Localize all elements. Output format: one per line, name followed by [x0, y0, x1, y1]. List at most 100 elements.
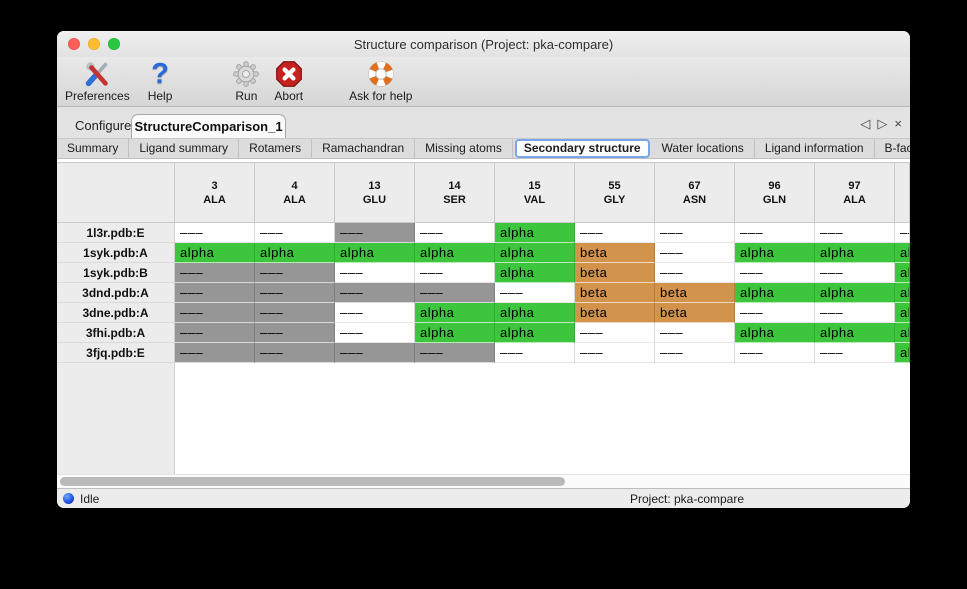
table-cell[interactable]: –––: [655, 243, 735, 263]
table-cell[interactable]: –––: [415, 283, 495, 303]
table-cell[interactable]: –––: [815, 303, 895, 323]
table-cell[interactable]: alpha: [415, 303, 495, 323]
table-cell[interactable]: –––: [495, 343, 575, 363]
table-cell[interactable]: alpha: [495, 243, 575, 263]
table-cell[interactable]: –––: [735, 223, 815, 243]
tab-scroll-right-icon[interactable]: ▷: [877, 116, 888, 131]
table-cell[interactable]: –––: [575, 223, 655, 243]
row-label[interactable]: 3fjq.pdb:E: [57, 343, 175, 363]
table-cell[interactable]: –––: [415, 223, 495, 243]
subtab-b-factors[interactable]: B-factors: [875, 139, 910, 158]
table-cell[interactable]: beta: [575, 263, 655, 283]
subtab-ramachandran[interactable]: Ramachandran: [312, 139, 416, 158]
table-cell[interactable]: –––: [415, 343, 495, 363]
tab-configure[interactable]: Configure: [75, 118, 132, 133]
horizontal-scrollbar[interactable]: [57, 474, 910, 488]
table-cell[interactable]: alpha: [495, 223, 575, 243]
table-cell[interactable]: –––: [255, 323, 335, 343]
table-cell[interactable]: –––: [335, 343, 415, 363]
subtab-ligand-summary[interactable]: Ligand summary: [129, 139, 240, 158]
tab-scroll-left-icon[interactable]: ◁: [860, 116, 871, 131]
row-label[interactable]: 3dne.pdb:A: [57, 303, 175, 323]
table-cell[interactable]: beta: [655, 303, 735, 323]
horizontal-scrollbar-thumb[interactable]: [60, 477, 565, 486]
table-cell[interactable]: –––: [255, 223, 335, 243]
table-cell[interactable]: –––: [255, 303, 335, 323]
preferences-button[interactable]: Preferences: [63, 59, 132, 103]
table-cell[interactable]: beta: [575, 303, 655, 323]
row-label[interactable]: 3dnd.pdb:A: [57, 283, 175, 303]
table-cell[interactable]: –––: [415, 263, 495, 283]
column-header[interactable]: 4 ALA: [255, 162, 335, 223]
table-cell[interactable]: –––: [655, 263, 735, 283]
table-cell[interactable]: alpha: [495, 263, 575, 283]
table-cell[interactable]: –––: [175, 343, 255, 363]
run-button[interactable]: Run: [230, 59, 262, 103]
table-cell[interactable]: –––: [815, 343, 895, 363]
table-cell[interactable]: alpha: [255, 243, 335, 263]
table-cell[interactable]: alpha: [175, 243, 255, 263]
table-cell[interactable]: –––: [175, 303, 255, 323]
subtab-ligand-information[interactable]: Ligand information: [755, 139, 875, 158]
table-cell[interactable]: –––: [255, 283, 335, 303]
table-cell[interactable]: alpha: [895, 323, 910, 343]
table-cell[interactable]: alpha: [815, 323, 895, 343]
column-header[interactable]: 3 ALA: [175, 162, 255, 223]
close-window-button[interactable]: [68, 38, 80, 50]
tab-structurecomparison-1[interactable]: StructureComparison_1: [131, 114, 286, 138]
column-header[interactable]: 96 GLN: [735, 162, 815, 223]
zoom-window-button[interactable]: [108, 38, 120, 50]
column-header[interactable]: 55 GLY: [575, 162, 655, 223]
table-cell[interactable]: –––: [335, 223, 415, 243]
column-header[interactable]: 97 ALA: [815, 162, 895, 223]
table-cell[interactable]: alpha: [815, 243, 895, 263]
subtab-water-locations[interactable]: Water locations: [652, 139, 755, 158]
minimize-window-button[interactable]: [88, 38, 100, 50]
column-header[interactable]: [895, 162, 910, 223]
ask-for-help-button[interactable]: Ask for help: [347, 59, 414, 103]
subtab-summary[interactable]: Summary: [57, 139, 130, 158]
table-cell[interactable]: alpha: [895, 243, 910, 263]
table-cell[interactable]: –––: [255, 343, 335, 363]
table-cell[interactable]: –––: [255, 263, 335, 283]
column-header[interactable]: 13 GLU: [335, 162, 415, 223]
subtab-rotamers[interactable]: Rotamers: [239, 139, 313, 158]
table-cell[interactable]: –––: [175, 223, 255, 243]
table-cell[interactable]: –––: [655, 323, 735, 343]
table-cell[interactable]: –––: [335, 283, 415, 303]
table-cell[interactable]: –––: [655, 343, 735, 363]
table-cell[interactable]: beta: [575, 283, 655, 303]
table-cell[interactable]: alpha: [735, 243, 815, 263]
tab-close-icon[interactable]: ×: [894, 116, 902, 131]
subtab-secondary-structure[interactable]: Secondary structure: [514, 139, 650, 158]
table-cell[interactable]: alpha: [815, 283, 895, 303]
row-label[interactable]: 1syk.pdb:B: [57, 263, 175, 283]
row-label[interactable]: 1l3r.pdb:E: [57, 223, 175, 243]
table-cell[interactable]: –––: [335, 303, 415, 323]
table-cell[interactable]: –––: [735, 343, 815, 363]
table-cell[interactable]: –––: [335, 263, 415, 283]
table-cell[interactable]: beta: [575, 243, 655, 263]
column-header[interactable]: 15 VAL: [495, 162, 575, 223]
table-cell[interactable]: alpha: [735, 323, 815, 343]
table-cell[interactable]: beta: [655, 283, 735, 303]
table-cell[interactable]: alpha: [895, 343, 910, 363]
table-cell[interactable]: –––: [575, 343, 655, 363]
table-cell[interactable]: alpha: [895, 263, 910, 283]
table-cell[interactable]: alpha: [495, 323, 575, 343]
column-header[interactable]: 14 SER: [415, 162, 495, 223]
table-cell[interactable]: –––: [815, 223, 895, 243]
row-label[interactable]: 1syk.pdb:A: [57, 243, 175, 263]
table-cell[interactable]: alpha: [415, 323, 495, 343]
table-cell[interactable]: –––: [335, 323, 415, 343]
subtab-missing-atoms[interactable]: Missing atoms: [415, 139, 513, 158]
table-cell[interactable]: –––: [735, 303, 815, 323]
table-cell[interactable]: –––: [655, 223, 735, 243]
table-cell[interactable]: alpha: [895, 283, 910, 303]
help-button[interactable]: ? Help: [146, 59, 175, 104]
column-header[interactable]: 67 ASN: [655, 162, 735, 223]
table-cell[interactable]: alpha: [895, 303, 910, 323]
table-cell[interactable]: alpha: [335, 243, 415, 263]
table-cell[interactable]: –––: [895, 223, 910, 243]
row-label[interactable]: 3fhi.pdb:A: [57, 323, 175, 343]
